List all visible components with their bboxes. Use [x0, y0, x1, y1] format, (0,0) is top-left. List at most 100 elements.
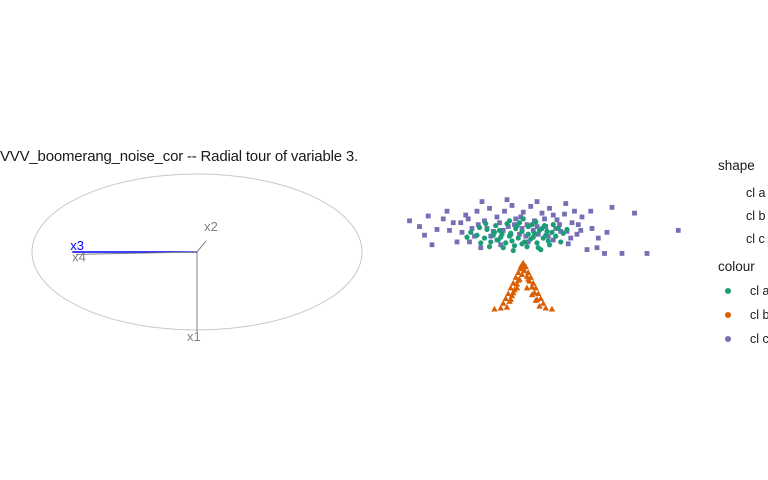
- point-cl-a-31: [553, 233, 559, 239]
- point-cl-b-40: [510, 289, 517, 296]
- point-cl-c-30: [550, 237, 556, 243]
- point-cl-a-43: [539, 225, 545, 232]
- point-cl-a-21: [534, 240, 540, 246]
- point-cl-c-3: [429, 242, 435, 248]
- point-cl-c-32: [558, 228, 564, 234]
- legend-colour-title: colour: [718, 259, 755, 274]
- point-cl-c-45: [644, 251, 650, 256]
- point-cl-c-0: [407, 218, 412, 224]
- point-cl-c-72: [504, 197, 510, 203]
- point-cl-b-44: [513, 284, 521, 291]
- point-cl-c-41: [602, 251, 607, 256]
- point-cl-c-29: [547, 205, 552, 211]
- legend-shape-item-a: cl a: [718, 185, 765, 201]
- point-cl-b-45: [523, 284, 531, 291]
- point-cl-a-17: [509, 238, 515, 244]
- point-cl-c-64: [523, 233, 529, 239]
- point-cl-c-35: [569, 220, 575, 226]
- legend-dot-a: [725, 288, 731, 294]
- point-cl-c-50: [497, 220, 502, 226]
- point-cl-a-24: [474, 232, 480, 238]
- point-cl-c-39: [589, 226, 595, 231]
- point-cl-c-40: [595, 235, 601, 241]
- legend-shape-key-b: [733, 209, 747, 223]
- point-cl-c-84: [604, 229, 610, 235]
- point-cl-a-41: [530, 234, 536, 240]
- point-cl-c-10: [474, 208, 480, 214]
- point-cl-c-13: [487, 205, 492, 211]
- point-cl-b-19: [503, 303, 511, 310]
- point-cl-c-31: [554, 217, 560, 223]
- point-cl-c-2: [422, 232, 427, 238]
- point-cl-c-79: [525, 239, 531, 245]
- axis-label-x1: x1: [187, 329, 201, 344]
- point-cl-c-70: [450, 220, 456, 226]
- axis-line-x4: [76, 251, 198, 255]
- point-cl-b-17: [540, 299, 547, 306]
- point-cl-a-53: [483, 221, 489, 227]
- point-cl-a-47: [490, 232, 496, 238]
- point-cl-a-12: [555, 225, 561, 232]
- point-cl-b-42: [507, 296, 514, 302]
- point-cl-a-34: [524, 244, 530, 250]
- point-cl-c-44: [632, 210, 637, 216]
- point-cl-c-17: [502, 208, 507, 214]
- point-cl-c-69: [578, 228, 584, 233]
- point-cl-a-36: [500, 245, 506, 251]
- point-cl-c-77: [425, 213, 431, 219]
- point-cl-c-82: [465, 216, 471, 222]
- points-group: [407, 197, 681, 312]
- point-cl-b-13: [530, 279, 537, 286]
- point-cl-a-48: [525, 231, 531, 237]
- point-cl-c-81: [550, 212, 556, 218]
- point-cl-c-71: [434, 227, 440, 232]
- point-cl-c-83: [572, 208, 577, 214]
- point-cl-c-76: [588, 208, 594, 214]
- point-cl-c-27: [539, 210, 545, 216]
- point-cl-c-58: [459, 229, 465, 235]
- point-cl-b-7: [515, 269, 522, 276]
- point-cl-a-25: [468, 229, 474, 235]
- point-cl-c-60: [475, 222, 481, 228]
- point-cl-c-20: [513, 216, 519, 222]
- point-cl-b-43: [532, 297, 539, 303]
- point-cl-a-16: [503, 240, 509, 246]
- legend-shape-item-c: cl c: [718, 231, 765, 247]
- point-cl-c-74: [563, 201, 569, 206]
- point-cl-a-14: [488, 239, 494, 245]
- point-cl-c-52: [519, 226, 525, 231]
- point-cl-a-18: [515, 235, 521, 241]
- legend-colour: colour cl a cl b cl c: [718, 259, 768, 349]
- point-cl-a-52: [544, 228, 550, 234]
- point-cl-c-37: [579, 214, 585, 220]
- chart-title: VVV_boomerang_noise_cor -- Radial tour o…: [0, 148, 358, 165]
- point-cl-b-32: [536, 302, 543, 309]
- point-cl-b-34: [548, 305, 556, 312]
- point-cl-c-61: [488, 233, 494, 239]
- point-cl-c-42: [609, 204, 615, 210]
- point-cl-a-49: [514, 223, 520, 229]
- point-cl-b-37: [521, 262, 528, 269]
- legend-shape-label-c: cl c: [746, 232, 765, 246]
- point-cl-a-38: [486, 244, 493, 250]
- legend-colour-key-a: [721, 284, 735, 298]
- legend-colour-key-b: [721, 308, 735, 322]
- point-cl-c-34: [565, 241, 571, 247]
- legend-colour-label-c: cl c: [750, 332, 768, 346]
- point-cl-c-4: [440, 216, 446, 222]
- point-cl-c-18: [505, 224, 511, 229]
- point-cl-c-73: [534, 199, 540, 204]
- point-cl-b-41: [528, 291, 536, 298]
- point-cl-a-44: [519, 241, 525, 247]
- point-cl-c-85: [518, 214, 524, 220]
- point-cl-a-11: [549, 229, 555, 235]
- point-cl-a-59: [510, 247, 516, 254]
- point-cl-c-9: [469, 226, 475, 231]
- point-cl-b-25: [518, 271, 526, 277]
- point-cl-c-62: [500, 228, 506, 233]
- legend-shape-label-a: cl a: [746, 186, 766, 200]
- point-cl-a-39: [558, 239, 564, 245]
- point-cl-b-0: [497, 304, 504, 311]
- point-cl-b-33: [491, 305, 498, 312]
- point-cl-b-35: [517, 265, 524, 272]
